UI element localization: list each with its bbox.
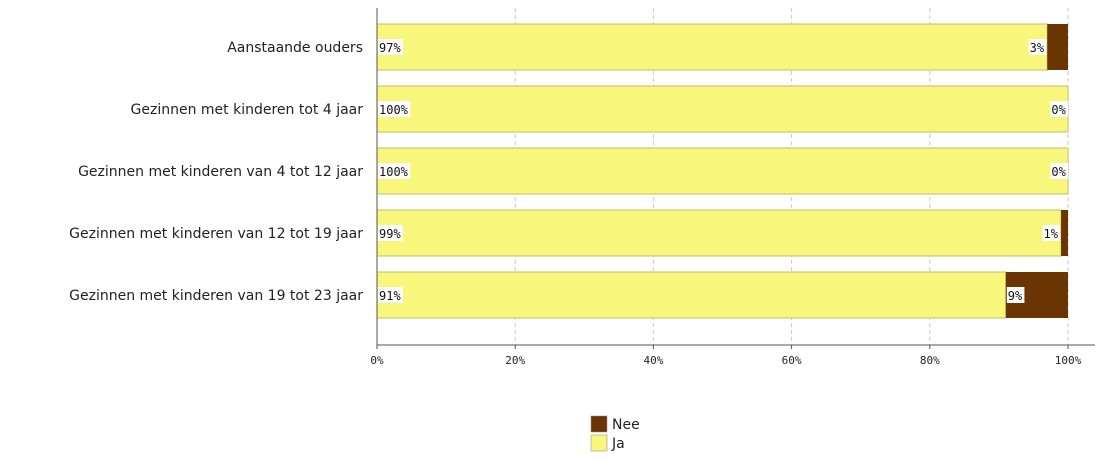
data-label-ja: 99% (379, 227, 401, 241)
x-tick-label: 80% (920, 354, 940, 367)
data-label-bg (1006, 287, 1025, 303)
data-label-nee: 3% (1030, 41, 1045, 55)
x-tick-label: 100% (1055, 354, 1082, 367)
x-tick-label: 60% (782, 354, 802, 367)
data-label-nee: 9% (1008, 289, 1023, 303)
legend-label-nee: Nee (612, 417, 640, 433)
data-label-ja: 100% (379, 165, 409, 179)
data-label-bg (1050, 163, 1068, 179)
data-label-bg (378, 101, 411, 117)
category-label: Gezinnen met kinderen tot 4 jaar (131, 102, 364, 118)
bar-segment-ja (376, 23, 1048, 71)
bar-segment-ja (376, 85, 1069, 133)
legend-swatch-ja (590, 434, 608, 452)
bar-segment-ja (376, 271, 1007, 319)
data-label-bg (1050, 101, 1068, 117)
data-label-bg (378, 39, 403, 55)
x-tick-label: 20% (505, 354, 525, 367)
bar-segment-nee (1047, 24, 1068, 70)
bar-segment-ja (376, 209, 1062, 257)
data-label-ja: 91% (379, 289, 401, 303)
data-label-ja: 100% (379, 103, 409, 117)
data-label-bg (1042, 225, 1061, 241)
data-label-bg (378, 287, 403, 303)
x-tick-label: 40% (643, 354, 663, 367)
data-label-ja: 97% (379, 41, 401, 55)
category-label: Gezinnen met kinderen van 12 tot 19 jaar (69, 226, 363, 242)
bar-segment-nee (1061, 210, 1068, 256)
bar-segment-ja (376, 147, 1069, 195)
category-label: Gezinnen met kinderen van 4 tot 12 jaar (78, 164, 363, 180)
category-label: Aanstaande ouders (227, 40, 363, 56)
data-label-bg (1028, 39, 1047, 55)
category-label: Gezinnen met kinderen van 19 tot 23 jaar (69, 288, 363, 304)
data-label-bg (378, 225, 403, 241)
data-label-nee: 0% (1051, 165, 1066, 179)
legend-label-ja: Ja (611, 436, 625, 452)
data-label-nee: 1% (1043, 227, 1058, 241)
data-label-nee: 0% (1051, 103, 1066, 117)
x-tick-label: 0% (370, 354, 384, 367)
data-label-bg (378, 163, 411, 179)
legend-swatch-nee (590, 415, 608, 433)
